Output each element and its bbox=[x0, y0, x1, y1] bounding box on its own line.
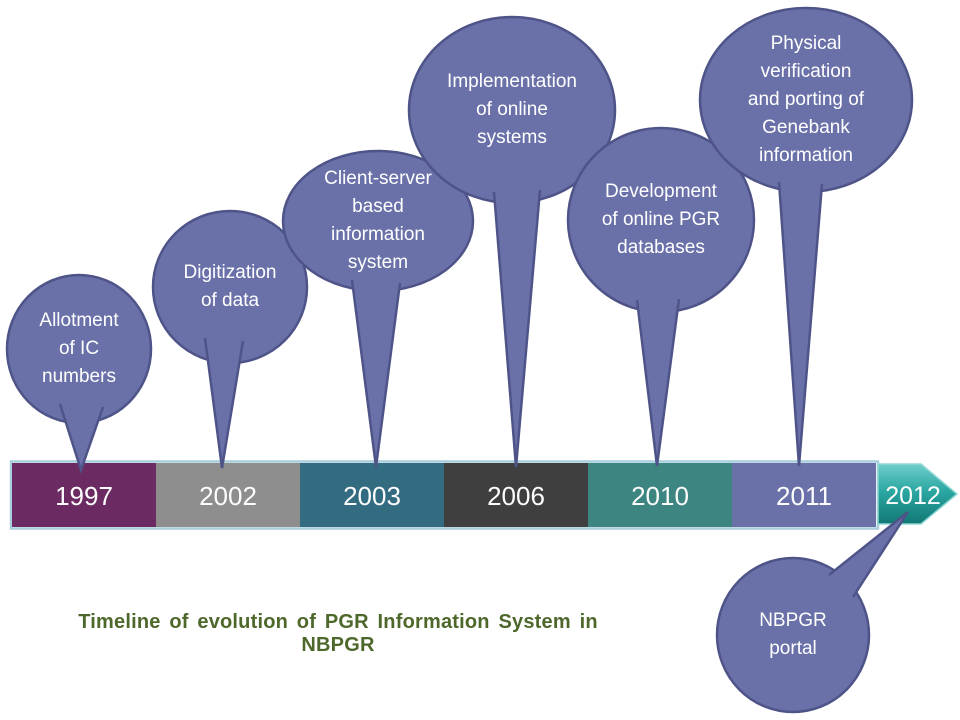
timeline-segment-2006 bbox=[444, 463, 588, 527]
balloon-allotment-shape bbox=[5, 273, 153, 474]
timeline-bar bbox=[9, 460, 959, 530]
balloon-client-server-tail bbox=[350, 279, 402, 468]
timeline-segment-2002 bbox=[156, 463, 300, 527]
balloon-digitization-shape bbox=[151, 209, 309, 469]
balloon-portal-shape bbox=[715, 511, 910, 714]
balloon-implementation-shape bbox=[407, 15, 617, 468]
diagram-caption: Timeline of evolution of PGR Information… bbox=[78, 611, 598, 656]
balloon-digitization-tail bbox=[203, 337, 245, 469]
balloon-development-tail bbox=[635, 298, 681, 467]
balloon-allotment-tail bbox=[58, 403, 105, 474]
balloon-client-server-shape bbox=[281, 149, 475, 468]
timeline-arrow-2012 bbox=[877, 463, 959, 525]
timeline-segment-2010 bbox=[588, 463, 732, 527]
timeline-segment-2003 bbox=[300, 463, 444, 527]
balloon-portal-tail bbox=[828, 511, 910, 598]
balloon-implementation-tail bbox=[492, 189, 542, 468]
timeline-segment-1997 bbox=[12, 463, 156, 527]
timeline-segment-2011 bbox=[732, 463, 876, 527]
balloon-verification-tail bbox=[777, 181, 824, 467]
balloon-development-shape bbox=[566, 126, 756, 467]
balloon-verification-shape bbox=[698, 6, 914, 467]
